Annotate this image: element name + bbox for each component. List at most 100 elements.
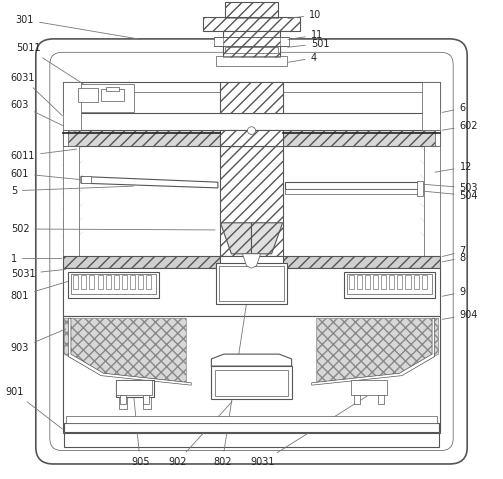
Text: 8: 8	[442, 252, 466, 262]
Polygon shape	[64, 319, 186, 383]
Bar	[285, 189, 420, 194]
Bar	[63, 268, 440, 316]
Text: 602: 602	[442, 121, 478, 131]
Bar	[424, 147, 440, 256]
Text: 6031: 6031	[11, 73, 62, 116]
Bar	[223, 31, 280, 57]
Bar	[216, 263, 287, 304]
Bar	[130, 275, 135, 289]
Bar	[63, 256, 220, 268]
Text: 7: 7	[442, 246, 466, 257]
Text: 11: 11	[288, 30, 323, 40]
Bar	[215, 370, 288, 396]
FancyBboxPatch shape	[36, 39, 467, 464]
Polygon shape	[81, 176, 91, 183]
Bar	[203, 17, 300, 31]
Text: 5031: 5031	[11, 269, 66, 279]
Polygon shape	[317, 319, 439, 383]
Text: 504: 504	[417, 191, 478, 201]
Bar	[225, 1, 278, 18]
Text: 902: 902	[168, 401, 232, 467]
Bar	[220, 147, 283, 256]
Text: 6: 6	[442, 103, 466, 113]
Bar	[223, 31, 280, 57]
Polygon shape	[422, 82, 440, 130]
Bar	[349, 275, 354, 289]
Text: 9031: 9031	[250, 396, 367, 467]
Text: 601: 601	[11, 169, 79, 180]
Bar	[283, 256, 440, 268]
Bar	[64, 433, 439, 447]
Text: 502: 502	[11, 224, 215, 234]
Text: 501: 501	[288, 39, 329, 49]
Text: 903: 903	[11, 329, 66, 354]
Polygon shape	[68, 319, 191, 385]
Bar	[119, 397, 127, 409]
Text: 1: 1	[11, 253, 62, 263]
Bar	[220, 147, 283, 256]
Text: 905: 905	[131, 398, 149, 467]
Bar	[225, 1, 278, 18]
Text: 901: 901	[6, 388, 62, 429]
Bar	[81, 275, 87, 289]
Text: 301: 301	[16, 15, 141, 39]
Polygon shape	[220, 223, 252, 254]
Bar	[365, 275, 370, 289]
Bar	[214, 37, 289, 46]
Text: 5011: 5011	[16, 44, 96, 92]
Bar	[106, 87, 119, 91]
Polygon shape	[242, 254, 261, 268]
Bar	[98, 275, 103, 289]
Bar	[397, 275, 402, 289]
Bar	[78, 88, 98, 102]
Text: 12: 12	[435, 162, 472, 172]
Polygon shape	[312, 319, 435, 385]
Bar	[63, 82, 440, 113]
Text: 904: 904	[442, 310, 478, 320]
Bar	[63, 130, 68, 147]
Text: 10: 10	[288, 10, 321, 20]
Bar	[351, 380, 387, 395]
Bar	[378, 395, 384, 404]
Bar	[373, 275, 378, 289]
Bar	[116, 380, 152, 395]
Text: 5: 5	[11, 186, 133, 196]
Text: 9: 9	[442, 287, 466, 297]
Bar	[354, 395, 360, 404]
Bar	[413, 275, 418, 289]
Bar	[106, 275, 111, 289]
Polygon shape	[81, 176, 218, 188]
Bar	[63, 316, 440, 433]
Bar	[114, 275, 119, 289]
Bar	[285, 182, 420, 189]
Text: 801: 801	[11, 281, 70, 301]
Bar	[211, 366, 292, 399]
Bar	[389, 275, 394, 289]
Polygon shape	[211, 354, 292, 366]
Bar	[71, 274, 156, 294]
Bar	[220, 256, 283, 268]
Bar	[435, 130, 440, 147]
Bar	[417, 181, 423, 195]
Bar	[422, 275, 427, 289]
Text: 603: 603	[11, 100, 78, 133]
Bar	[143, 397, 151, 409]
Bar	[76, 84, 134, 112]
Bar	[347, 274, 432, 294]
Bar	[120, 395, 126, 404]
Bar	[63, 147, 79, 256]
Bar	[122, 275, 127, 289]
Bar	[216, 56, 287, 66]
Bar	[90, 275, 95, 289]
Bar	[219, 266, 284, 301]
Bar	[344, 272, 435, 298]
Bar	[64, 423, 439, 432]
Text: 6011: 6011	[11, 149, 76, 161]
Bar	[225, 47, 278, 53]
Bar	[357, 275, 362, 289]
Bar	[138, 275, 143, 289]
Bar	[203, 17, 300, 31]
Text: 503: 503	[417, 183, 478, 193]
Text: 802: 802	[213, 274, 251, 467]
Text: 4: 4	[288, 53, 317, 63]
